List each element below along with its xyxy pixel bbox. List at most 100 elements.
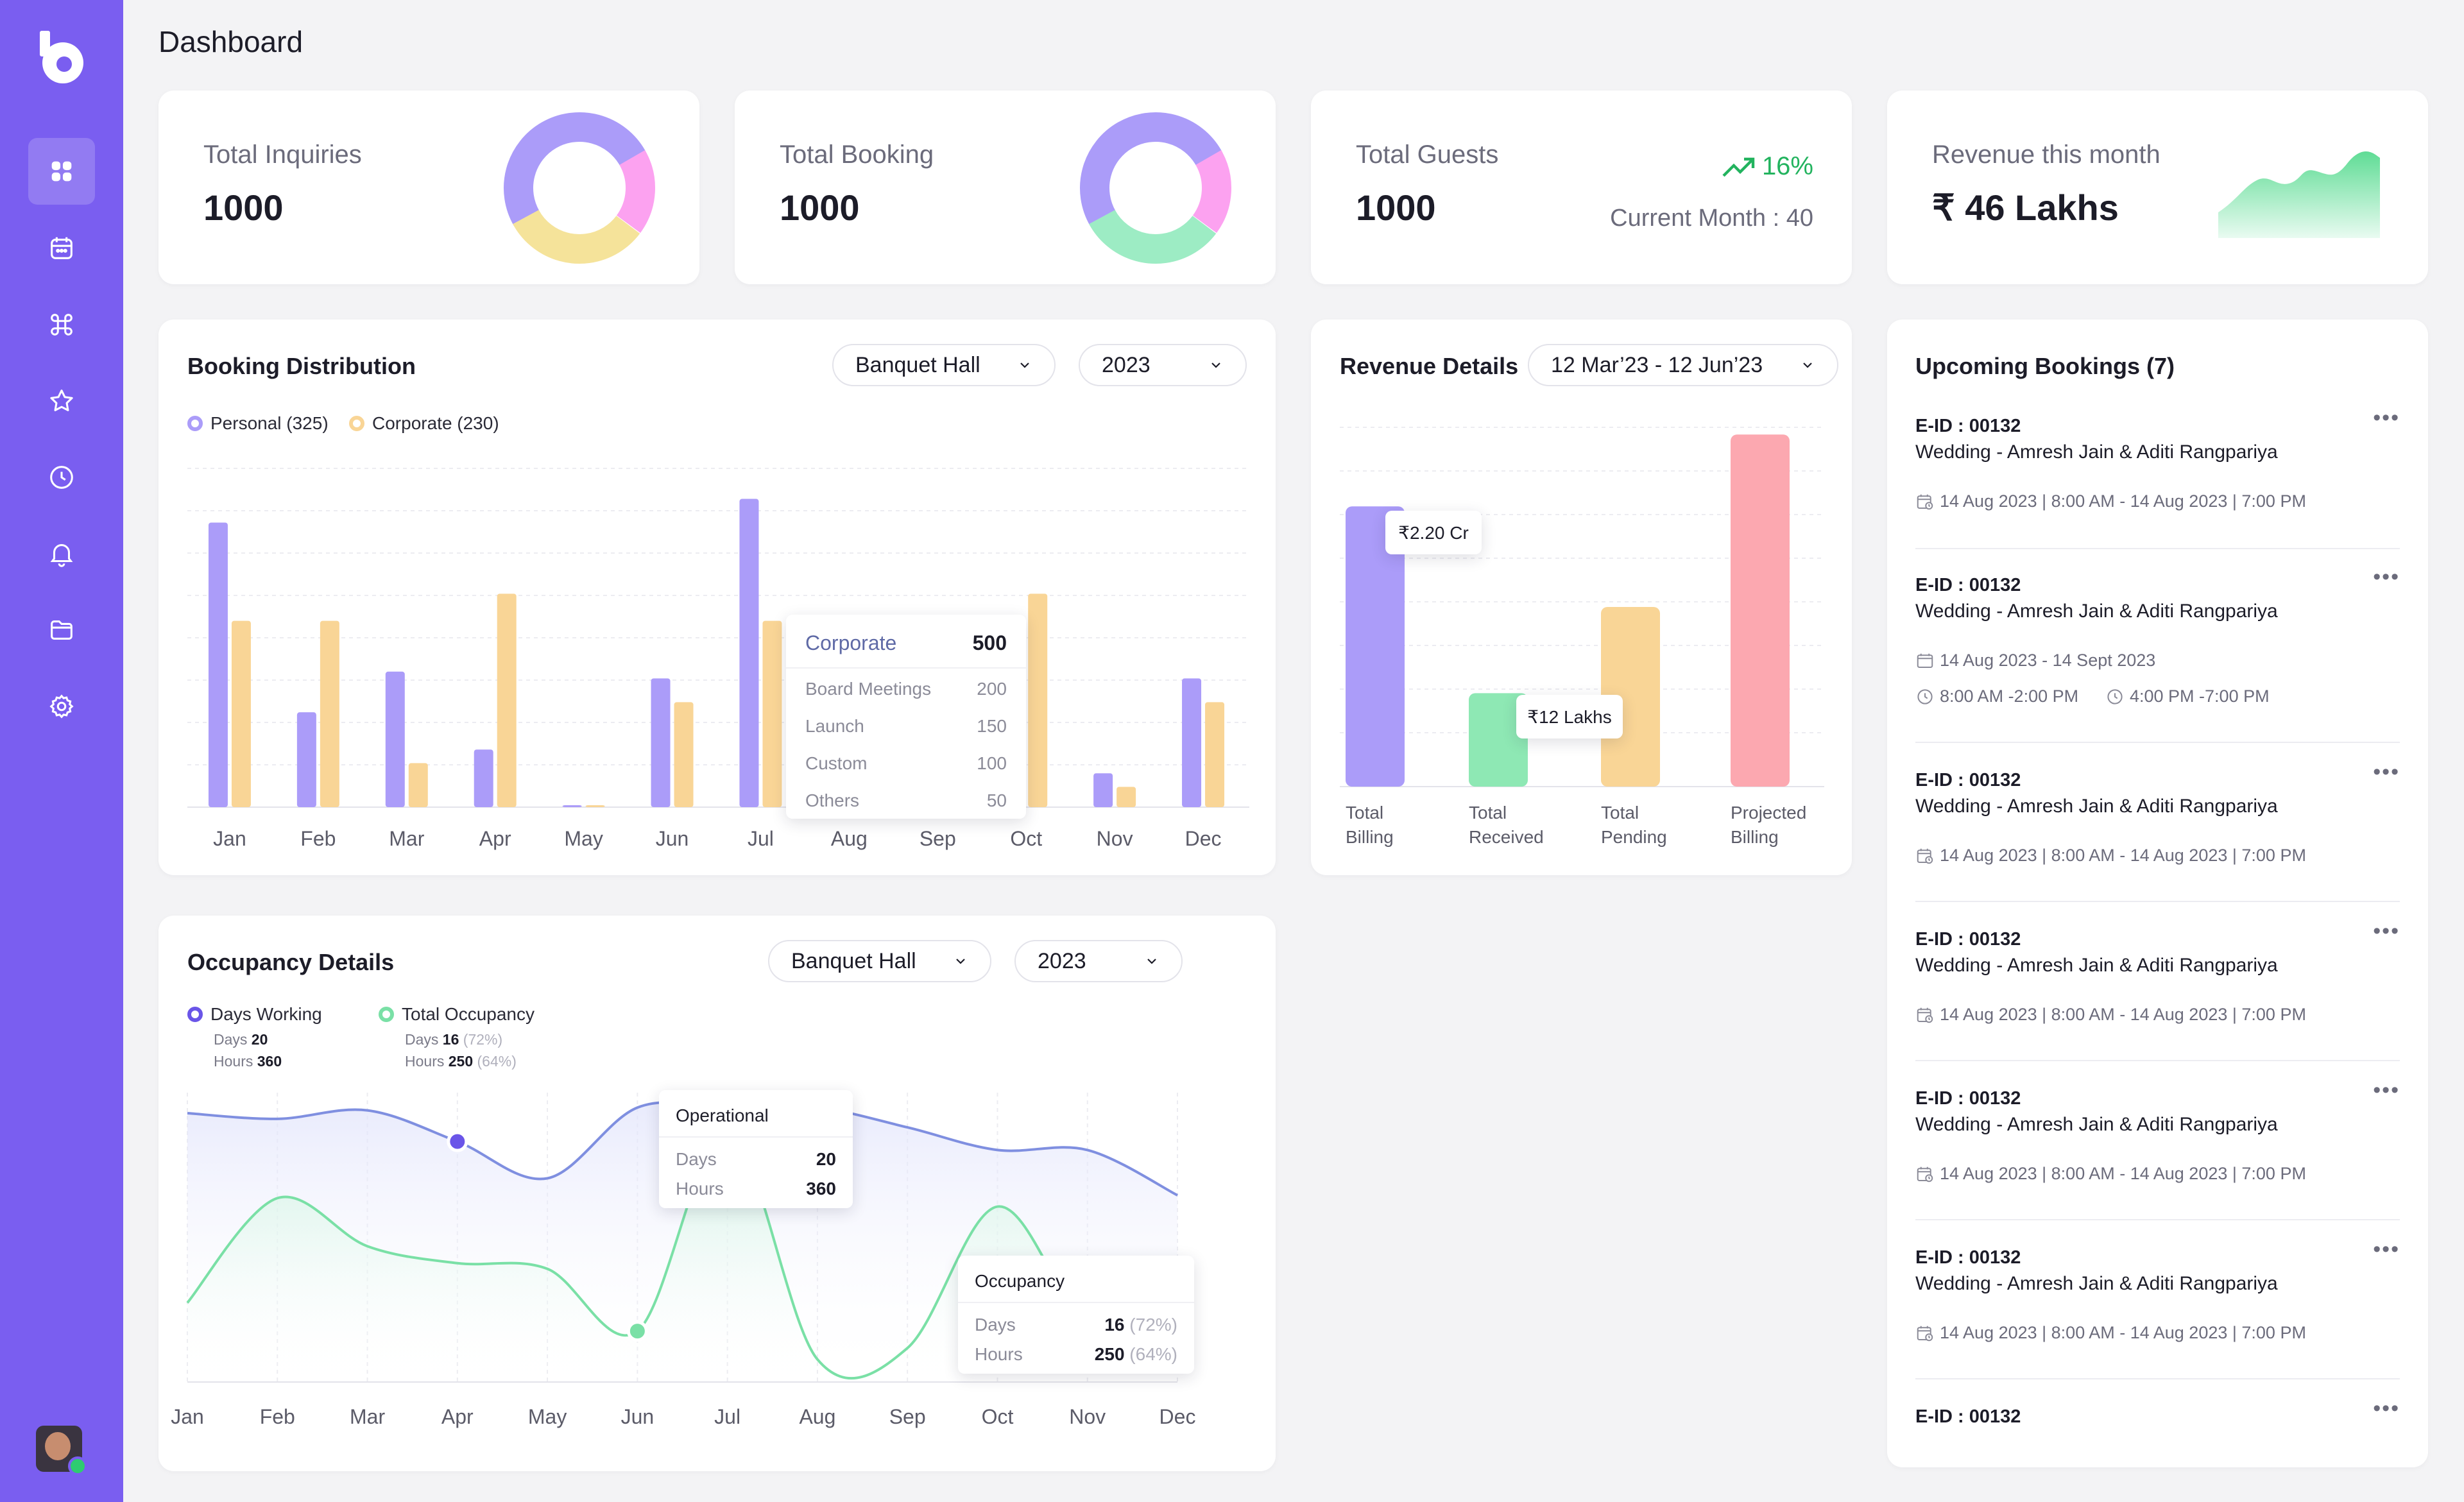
legend-corporate[interactable]: Corporate (230) [349, 413, 499, 434]
occupancy-year-dropdown[interactable]: 2023 [1014, 940, 1183, 982]
user-avatar[interactable] [36, 1426, 87, 1476]
bar-corporate-apr[interactable] [497, 593, 517, 807]
row-label: Custom [805, 753, 868, 773]
more-options-button[interactable]: ••• [2373, 919, 2400, 943]
star-icon [50, 389, 73, 411]
corporate-breakdown-tooltip: Corporate 500 Board Meetings 200 Launch 15… [786, 615, 1026, 819]
booking-name: Wedding - Amresh Jain & Aditi Rangpariya [1915, 601, 2278, 622]
booking-item[interactable]: E-ID : 00132 Wedding - Amresh Jain & Adi… [1887, 919, 2428, 1083]
bar-corporate-may[interactable] [585, 805, 605, 807]
tooltip-divider [958, 1302, 1194, 1303]
more-options-button[interactable]: ••• [2373, 1237, 2400, 1261]
legend-total-occupancy[interactable]: Total Occupancy [379, 1004, 535, 1025]
more-options-button[interactable]: ••• [2373, 1078, 2400, 1102]
bar-total-pending[interactable] [1601, 607, 1660, 787]
nav-notifications[interactable] [28, 520, 95, 587]
bar-corporate-nov[interactable] [1116, 787, 1136, 807]
point-occupancy-jun[interactable] [626, 1320, 648, 1342]
bar-personal-dec[interactable] [1182, 678, 1202, 807]
bar-personal-may[interactable] [562, 805, 582, 807]
more-options-button[interactable]: ••• [2373, 1396, 2400, 1421]
bar-projected-billing[interactable] [1731, 434, 1790, 787]
x-tick-label: Sep [920, 827, 956, 850]
nav-command[interactable] [28, 291, 95, 358]
days-value: 20 [251, 1031, 268, 1048]
bar-personal-feb[interactable] [296, 712, 316, 807]
bar-personal-jun[interactable] [651, 678, 671, 807]
x-tick-label: Total [1346, 803, 1383, 823]
app-logo[interactable] [36, 30, 86, 85]
nav-favorites[interactable] [28, 368, 95, 434]
x-tick-label: Aug [831, 827, 868, 850]
legend-label: Corporate (230) [372, 413, 499, 433]
tooltip-title: Occupancy [975, 1271, 1065, 1291]
bar-corporate-jan[interactable] [231, 620, 251, 807]
booking-time-text: 4:00 PM -7:00 PM [2130, 687, 2270, 706]
legend-personal[interactable]: Personal (325) [187, 413, 329, 434]
booking-item[interactable]: E-ID : 00132 Wedding - Amresh Jain & Adi… [1887, 565, 2428, 742]
days-label: Days [405, 1031, 439, 1048]
bar-personal-jan[interactable] [208, 522, 228, 807]
row-label: Hours [975, 1344, 1023, 1364]
x-tick-label: Jul [748, 827, 774, 850]
stat-card-guests[interactable]: Total Guests 1000 16% Current Month : 40 [1311, 90, 1852, 284]
nav-calendar[interactable] [28, 215, 95, 282]
bar-corporate-jul[interactable] [762, 620, 782, 807]
bar-personal-nov[interactable] [1093, 773, 1113, 807]
divider [1915, 1378, 2400, 1379]
booking-name: Wedding - Amresh Jain & Aditi Rangpariya [1915, 796, 2278, 817]
booking-date-text: 14 Aug 2023 | 8:00 AM - 14 Aug 2023 | 7:… [1940, 1005, 2306, 1024]
point-days-working-apr[interactable] [447, 1131, 468, 1152]
row-label: Hours [676, 1179, 724, 1199]
more-options-button[interactable]: ••• [2373, 405, 2400, 430]
stat-card-booking[interactable]: Total Booking 1000 [735, 90, 1276, 284]
row-value: 20 [816, 1149, 836, 1169]
nav-dashboard[interactable] [28, 138, 95, 205]
year-dropdown[interactable]: 2023 [1079, 344, 1247, 386]
tooltip-row: Hours 360 [676, 1179, 836, 1199]
clock-icon [1917, 688, 1933, 704]
booking-item[interactable]: E-ID : 00132 Wedding - Amresh Jain & Adi… [1887, 1237, 2428, 1401]
bar-corporate-jun[interactable] [674, 702, 694, 807]
x-tick-label: Mar [389, 827, 424, 850]
bar-personal-mar[interactable] [385, 671, 405, 807]
x-tick-label: Projected [1731, 803, 1806, 823]
booking-item[interactable]: E-ID : 00132 ••• [1887, 1396, 2428, 1445]
bar-total-received[interactable] [1469, 693, 1528, 787]
booking-date-text: 14 Aug 2023 | 8:00 AM - 14 Aug 2023 | 7:… [1940, 846, 2306, 865]
venue-dropdown[interactable]: Banquet Hall [832, 344, 1056, 386]
booking-item[interactable]: E-ID : 00132 Wedding - Amresh Jain & Adi… [1887, 1078, 2428, 1242]
booking-id: E-ID : 00132 [1915, 770, 2021, 790]
bar-corporate-oct[interactable] [1028, 593, 1048, 807]
bar-corporate-feb[interactable] [320, 620, 339, 807]
bar-personal-jul[interactable] [739, 499, 759, 807]
nav-settings[interactable] [28, 673, 95, 740]
booking-item[interactable]: E-ID : 00132 Wedding - Amresh Jain & Adi… [1887, 405, 2428, 570]
stat-card-revenue[interactable]: Revenue this month ₹ 46 Lakhs [1887, 90, 2428, 284]
clock-icon [2107, 688, 2123, 704]
bar-corporate-mar[interactable] [408, 763, 428, 807]
stat-card-inquiries[interactable]: Total Inquiries 1000 [158, 90, 699, 284]
tooltip-row: Launch 150 [805, 716, 1007, 737]
tooltip-title: Operational [676, 1105, 769, 1125]
more-options-button[interactable]: ••• [2373, 565, 2400, 589]
bar-total-billing[interactable] [1346, 506, 1405, 787]
bar-personal-apr[interactable] [474, 749, 493, 807]
x-tick-label: Jan [171, 1405, 204, 1428]
booking-item[interactable]: E-ID : 00132 Wedding - Amresh Jain & Adi… [1887, 760, 2428, 924]
nav-files[interactable] [28, 597, 95, 663]
booking-id: E-ID : 00132 [1915, 1406, 2021, 1427]
legend-days-working[interactable]: Days Working [187, 1004, 322, 1025]
bar-corporate-dec[interactable] [1205, 702, 1225, 807]
legend-dot [187, 416, 203, 431]
x-tick-label: Nov [1069, 1405, 1106, 1428]
days-value: 16 [442, 1031, 459, 1048]
occupancy-venue-dropdown[interactable]: Banquet Hall [768, 940, 991, 982]
operational-tooltip: Operational Days 20 Hours 360 [659, 1090, 853, 1208]
booking-id: E-ID : 00132 [1915, 575, 2021, 595]
booking-date: 14 Aug 2023 | 8:00 AM - 14 Aug 2023 | 7:… [1915, 1005, 2306, 1025]
nav-history[interactable] [28, 444, 95, 511]
more-options-button[interactable]: ••• [2373, 760, 2400, 784]
booking-distribution-chart: Jan Feb Mar Apr May Jun Jul Aug Sep Oct Nov Dec [187, 468, 1249, 850]
date-range-dropdown[interactable]: 12 Mar’23 - 12 Jun’23 [1528, 344, 1838, 386]
